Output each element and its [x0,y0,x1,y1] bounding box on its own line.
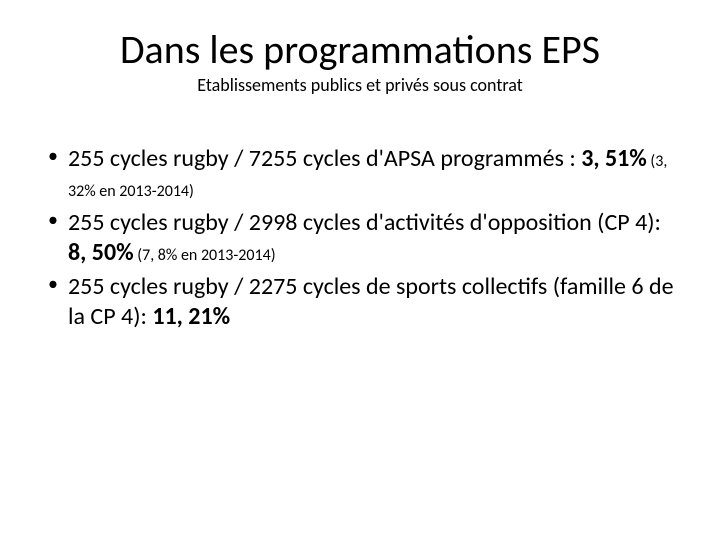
bullet-note: (7, 8% en 2013-2014) [134,246,276,265]
slide-title: Dans les programmations EPS [40,28,680,72]
bullet-percent: 8, 50% [68,238,134,267]
bullet-text: 255 cycles rugby / 7255 cycles d'APSA pr… [68,144,581,173]
list-item: 255 cycles rugby / 2998 cycles d'activit… [40,208,680,268]
list-item: 255 cycles rugby / 7255 cycles d'APSA pr… [40,144,680,204]
list-item: 255 cycles rugby / 2275 cycles de sports… [40,272,680,332]
bullet-percent: 3, 51% [581,144,647,173]
bullet-percent: 11, 21% [152,302,230,331]
bullet-text: 255 cycles rugby / 2998 cycles d'activit… [68,208,661,237]
slide-body: 255 cycles rugby / 7255 cycles d'APSA pr… [40,144,680,336]
slide: Dans les programmations EPS Etablissemen… [0,0,720,540]
slide-subtitle: Etablissements publics et privés sous co… [40,74,680,96]
bullet-list: 255 cycles rugby / 7255 cycles d'APSA pr… [40,144,680,332]
